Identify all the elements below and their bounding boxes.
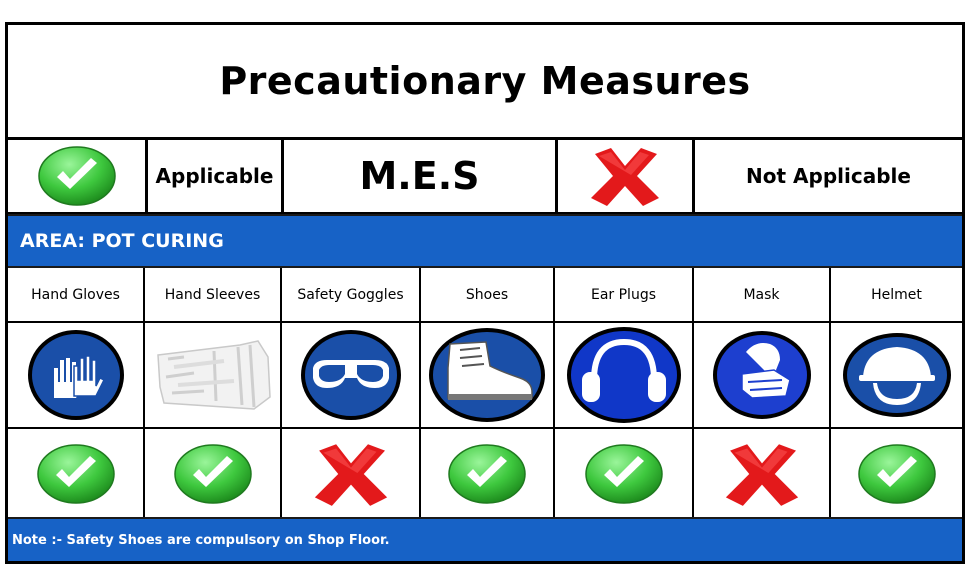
- ppe-icon-cell: [145, 323, 282, 427]
- ppe-mark-cell: [421, 429, 555, 519]
- legend-center-label: M.E.S: [359, 154, 480, 198]
- ppe-icon-cell: [282, 323, 421, 427]
- legend-applicable-mark-cell: [8, 140, 148, 212]
- ppe-name-cell: Mask: [694, 268, 831, 321]
- ppe-name: Hand Gloves: [31, 286, 120, 303]
- ppe-name-cell: Shoes: [421, 268, 555, 321]
- safety-goggles-icon: [300, 330, 401, 420]
- ppe-name-cell: Ear Plugs: [555, 268, 694, 321]
- ppe-icon-cell: [421, 323, 555, 427]
- mask-icon: [712, 331, 811, 419]
- ppe-mark-cell: [8, 429, 145, 519]
- note-text: Note :- Safety Shoes are compulsory on S…: [12, 532, 390, 548]
- legend-row: Applicable M.E.S Not Applicable: [8, 140, 962, 214]
- ppe-icons-row: [8, 323, 962, 429]
- ppe-icon-cell: [694, 323, 831, 427]
- helmet-icon: [842, 333, 951, 417]
- ppe-mark-cell: [555, 429, 694, 519]
- ppe-names-row: Hand Gloves Hand Sleeves Safety Goggles …: [8, 268, 962, 323]
- check-icon: [584, 444, 663, 504]
- ppe-name: Mask: [743, 286, 780, 303]
- ear-plugs-icon: [566, 327, 681, 423]
- area-label: AREA: POT CURING: [20, 230, 224, 252]
- ppe-icon-cell: [555, 323, 694, 427]
- check-icon: [36, 444, 115, 504]
- note-band: Note :- Safety Shoes are compulsory on S…: [8, 517, 962, 561]
- ppe-name: Ear Plugs: [590, 286, 657, 303]
- ppe-name-cell: Safety Goggles: [282, 268, 421, 321]
- ppe-grid: Hand Gloves Hand Sleeves Safety Goggles …: [8, 268, 962, 519]
- page-title: Precautionary Measures: [219, 59, 751, 103]
- check-icon: [173, 444, 252, 504]
- cross-icon: [591, 148, 659, 206]
- ppe-icon-cell: [8, 323, 145, 427]
- area-band: AREA: POT CURING: [8, 214, 962, 268]
- legend-applicable-label-cell: Applicable: [148, 140, 284, 212]
- check-icon: [857, 444, 936, 504]
- legend-center-cell: M.E.S: [284, 140, 558, 212]
- ppe-name-cell: Hand Sleeves: [145, 268, 282, 321]
- ppe-mark-cell: [145, 429, 282, 519]
- ppe-name: Safety Goggles: [297, 286, 404, 303]
- check-icon: [448, 444, 526, 504]
- precaution-sheet: Precautionary Measures Applicable M.E.S: [5, 22, 965, 564]
- legend-applicable-label: Applicable: [155, 164, 274, 188]
- ppe-name: Helmet: [871, 286, 922, 303]
- legend-not-applicable-mark-cell: [558, 140, 695, 212]
- safety-shoes-icon: [429, 328, 545, 422]
- legend-not-applicable-label: Not Applicable: [746, 164, 911, 188]
- ppe-icon-cell: [831, 323, 962, 427]
- ppe-mark-cell: [831, 429, 962, 519]
- ppe-name-cell: Helmet: [831, 268, 962, 321]
- legend-not-applicable-label-cell: Not Applicable: [695, 140, 962, 212]
- ppe-marks-row: [8, 429, 962, 519]
- cross-icon: [314, 444, 387, 506]
- cross-icon: [725, 444, 798, 506]
- hand-gloves-icon: [27, 330, 124, 420]
- hand-sleeves-icon: [156, 340, 271, 410]
- title-row: Precautionary Measures: [8, 25, 962, 140]
- check-icon: [37, 146, 116, 206]
- ppe-name-cell: Hand Gloves: [8, 268, 145, 321]
- ppe-mark-cell: [282, 429, 421, 519]
- ppe-mark-cell: [694, 429, 831, 519]
- ppe-name: Shoes: [465, 286, 509, 303]
- ppe-name: Hand Sleeves: [164, 286, 261, 303]
